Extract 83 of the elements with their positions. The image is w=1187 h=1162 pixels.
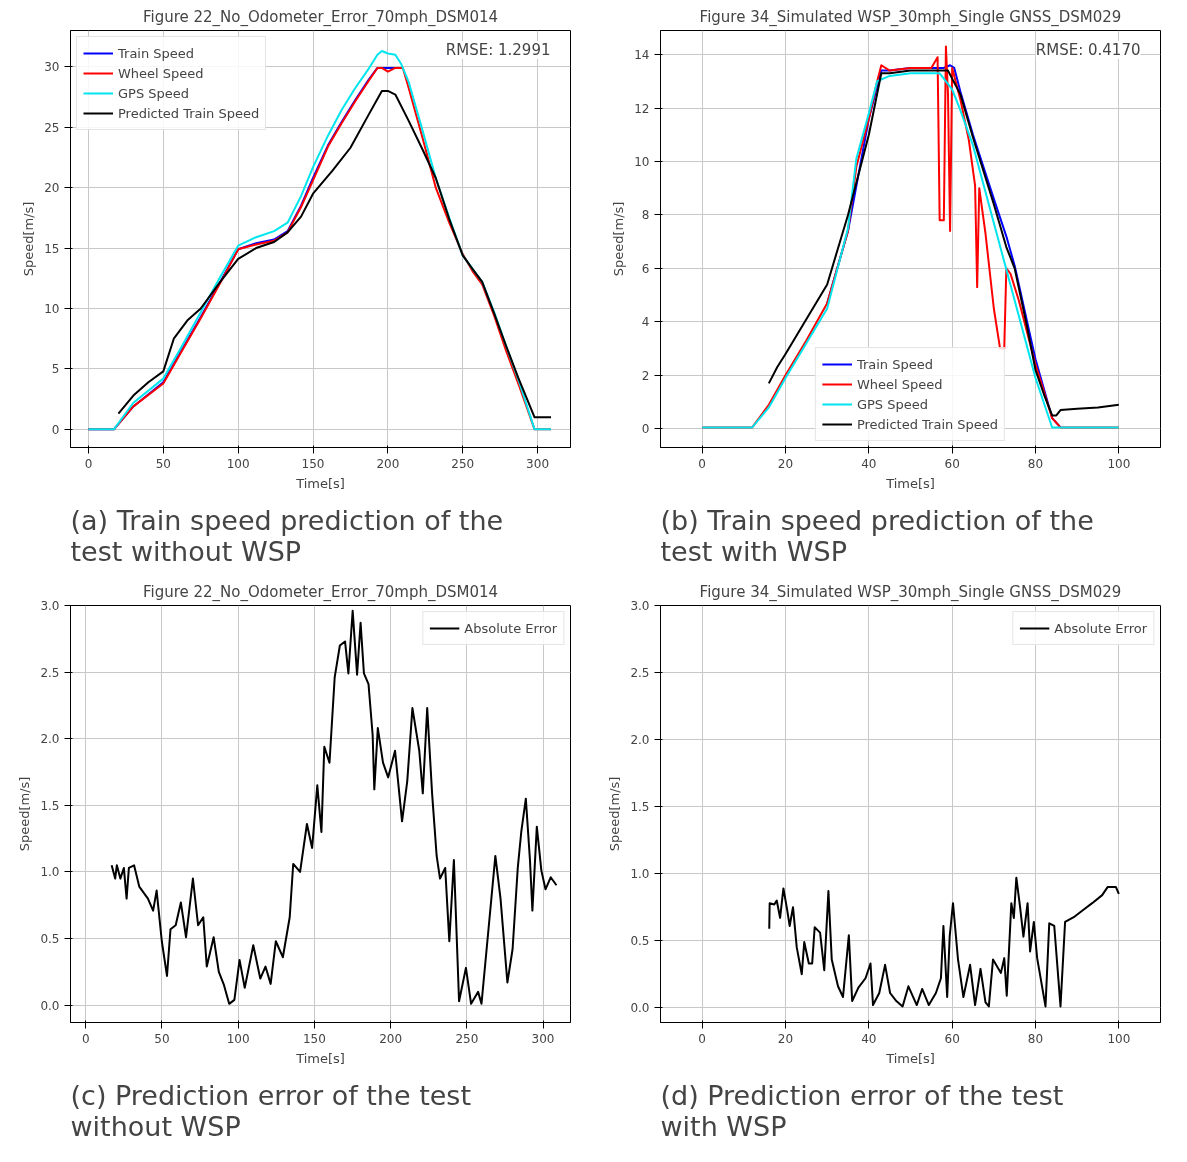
x-tick-label: 0 bbox=[698, 456, 706, 471]
y-tick-label: 14 bbox=[634, 48, 650, 63]
x-tick-label: 40 bbox=[861, 1031, 877, 1046]
y-axis-title: Speed[m/s] bbox=[21, 201, 37, 277]
x-tick-label: 0 bbox=[84, 456, 93, 471]
chart-title: Figure 34_Simulated WSP_30mph_Single GNSS_DSM029 bbox=[699, 582, 1122, 602]
y-tick-label: 1.5 bbox=[40, 798, 60, 813]
y-tick-label: 2.0 bbox=[630, 733, 650, 748]
y-tick-label: 3.0 bbox=[40, 599, 60, 613]
x-tick-label: 100 bbox=[226, 456, 250, 471]
y-tick-label: 2.5 bbox=[40, 665, 60, 680]
x-tick-label: 100 bbox=[1107, 1031, 1131, 1046]
x-tick-label: 150 bbox=[302, 1031, 326, 1046]
y-tick-label: 8 bbox=[641, 208, 650, 223]
text: (d) Prediction error of the test with WSP bbox=[660, 1079, 1064, 1142]
y-tick-label: 0.5 bbox=[630, 934, 650, 949]
legend-label: GPS Speed bbox=[856, 396, 928, 412]
x-axis-title: Time[s] bbox=[885, 1050, 935, 1066]
legend-label: Wheel Speed bbox=[856, 376, 943, 392]
x-tick-label: 200 bbox=[379, 1031, 403, 1046]
y-tick-label: 12 bbox=[634, 101, 650, 116]
y-axis-title: Speed[m/s] bbox=[607, 776, 623, 852]
y-tick-label: 4 bbox=[641, 315, 650, 330]
x-tick-label: 100 bbox=[1107, 456, 1131, 471]
y-tick-label: 15 bbox=[44, 241, 60, 256]
y-axis-title: Speed[m/s] bbox=[611, 201, 627, 277]
legend-label: Absolute Error bbox=[1054, 620, 1147, 636]
legend-label: Predicted Train Speed bbox=[118, 105, 260, 121]
y-tick-label: 0 bbox=[51, 422, 60, 437]
x-tick-label: 50 bbox=[155, 456, 171, 471]
annotation: RMSE: 1.2991 bbox=[445, 40, 551, 59]
y-axis-title: Speed[m/s] bbox=[17, 776, 33, 852]
text: (c) Prediction error of the test without WSP bbox=[70, 1079, 472, 1142]
x-tick-label: 40 bbox=[861, 456, 877, 471]
legend-label: Absolute Error bbox=[464, 620, 557, 636]
x-tick-label: 80 bbox=[1027, 456, 1044, 471]
y-tick-label: 0.5 bbox=[40, 932, 60, 947]
y-tick-label: 5 bbox=[51, 362, 60, 377]
x-tick-label: 60 bbox=[944, 456, 960, 471]
y-tick-label: 0.0 bbox=[630, 1001, 650, 1016]
y-tick-label: 0.0 bbox=[40, 998, 60, 1013]
y-tick-label: 25 bbox=[44, 120, 60, 135]
legend-label: Train Speed bbox=[118, 45, 195, 61]
y-tick-label: 20 bbox=[44, 181, 60, 196]
y-tick-label: 10 bbox=[44, 302, 60, 316]
legend-label: GPS Speed bbox=[118, 85, 190, 101]
y-tick-label: 10 bbox=[634, 154, 650, 169]
x-tick-label: 50 bbox=[154, 1031, 170, 1046]
x-axis-title: Time[s] bbox=[295, 1050, 345, 1066]
x-tick-label: 250 bbox=[451, 456, 475, 471]
chart-title: Figure 34_Simulated WSP_30mph_Single GNSS_DSM029 bbox=[699, 7, 1122, 27]
y-tick-label: 6 bbox=[641, 261, 650, 276]
y-tick-label: 1.5 bbox=[630, 800, 650, 815]
x-tick-label: 20 bbox=[777, 456, 794, 471]
x-axis-title: Time[s] bbox=[885, 475, 935, 491]
x-tick-label: 20 bbox=[777, 1031, 794, 1046]
x-tick-label: 300 bbox=[526, 456, 550, 471]
annotation: RMSE: 0.4170 bbox=[1035, 40, 1141, 59]
y-tick-label: 0 bbox=[641, 422, 650, 437]
x-tick-label: 250 bbox=[455, 1031, 479, 1046]
y-tick-label: 3.0 bbox=[630, 599, 650, 613]
chart-title: Figure 22_No_Odometer_Error_70mph_DSM014 bbox=[142, 7, 499, 27]
x-tick-label: 60 bbox=[944, 1031, 960, 1046]
y-tick-label: 2.0 bbox=[40, 732, 60, 747]
x-tick-label: 0 bbox=[698, 1031, 706, 1046]
text: (b) Train speed prediction of the test with WSP bbox=[660, 504, 1094, 567]
x-tick-label: 100 bbox=[226, 1031, 250, 1046]
y-tick-label: 2.5 bbox=[630, 666, 650, 681]
y-tick-label: 1.0 bbox=[630, 867, 650, 882]
legend-label: Wheel Speed bbox=[118, 65, 204, 81]
x-axis-title: Time[s] bbox=[295, 475, 345, 491]
x-tick-label: 80 bbox=[1027, 1031, 1044, 1046]
x-tick-label: 150 bbox=[301, 456, 325, 471]
y-tick-label: 2 bbox=[641, 368, 650, 383]
text: (a) Train speed prediction of the test without WSP bbox=[70, 504, 504, 567]
x-tick-label: 300 bbox=[531, 1031, 555, 1046]
legend-label: Predicted Train Speed bbox=[856, 416, 999, 432]
x-tick-label: 0 bbox=[81, 1031, 90, 1046]
y-tick-label: 1.0 bbox=[40, 865, 60, 880]
legend-label: Train Speed bbox=[856, 356, 933, 372]
x-tick-label: 200 bbox=[376, 456, 400, 471]
chart-title: Figure 22_No_Odometer_Error_70mph_DSM014 bbox=[142, 582, 499, 602]
y-tick-label: 30 bbox=[44, 60, 60, 75]
